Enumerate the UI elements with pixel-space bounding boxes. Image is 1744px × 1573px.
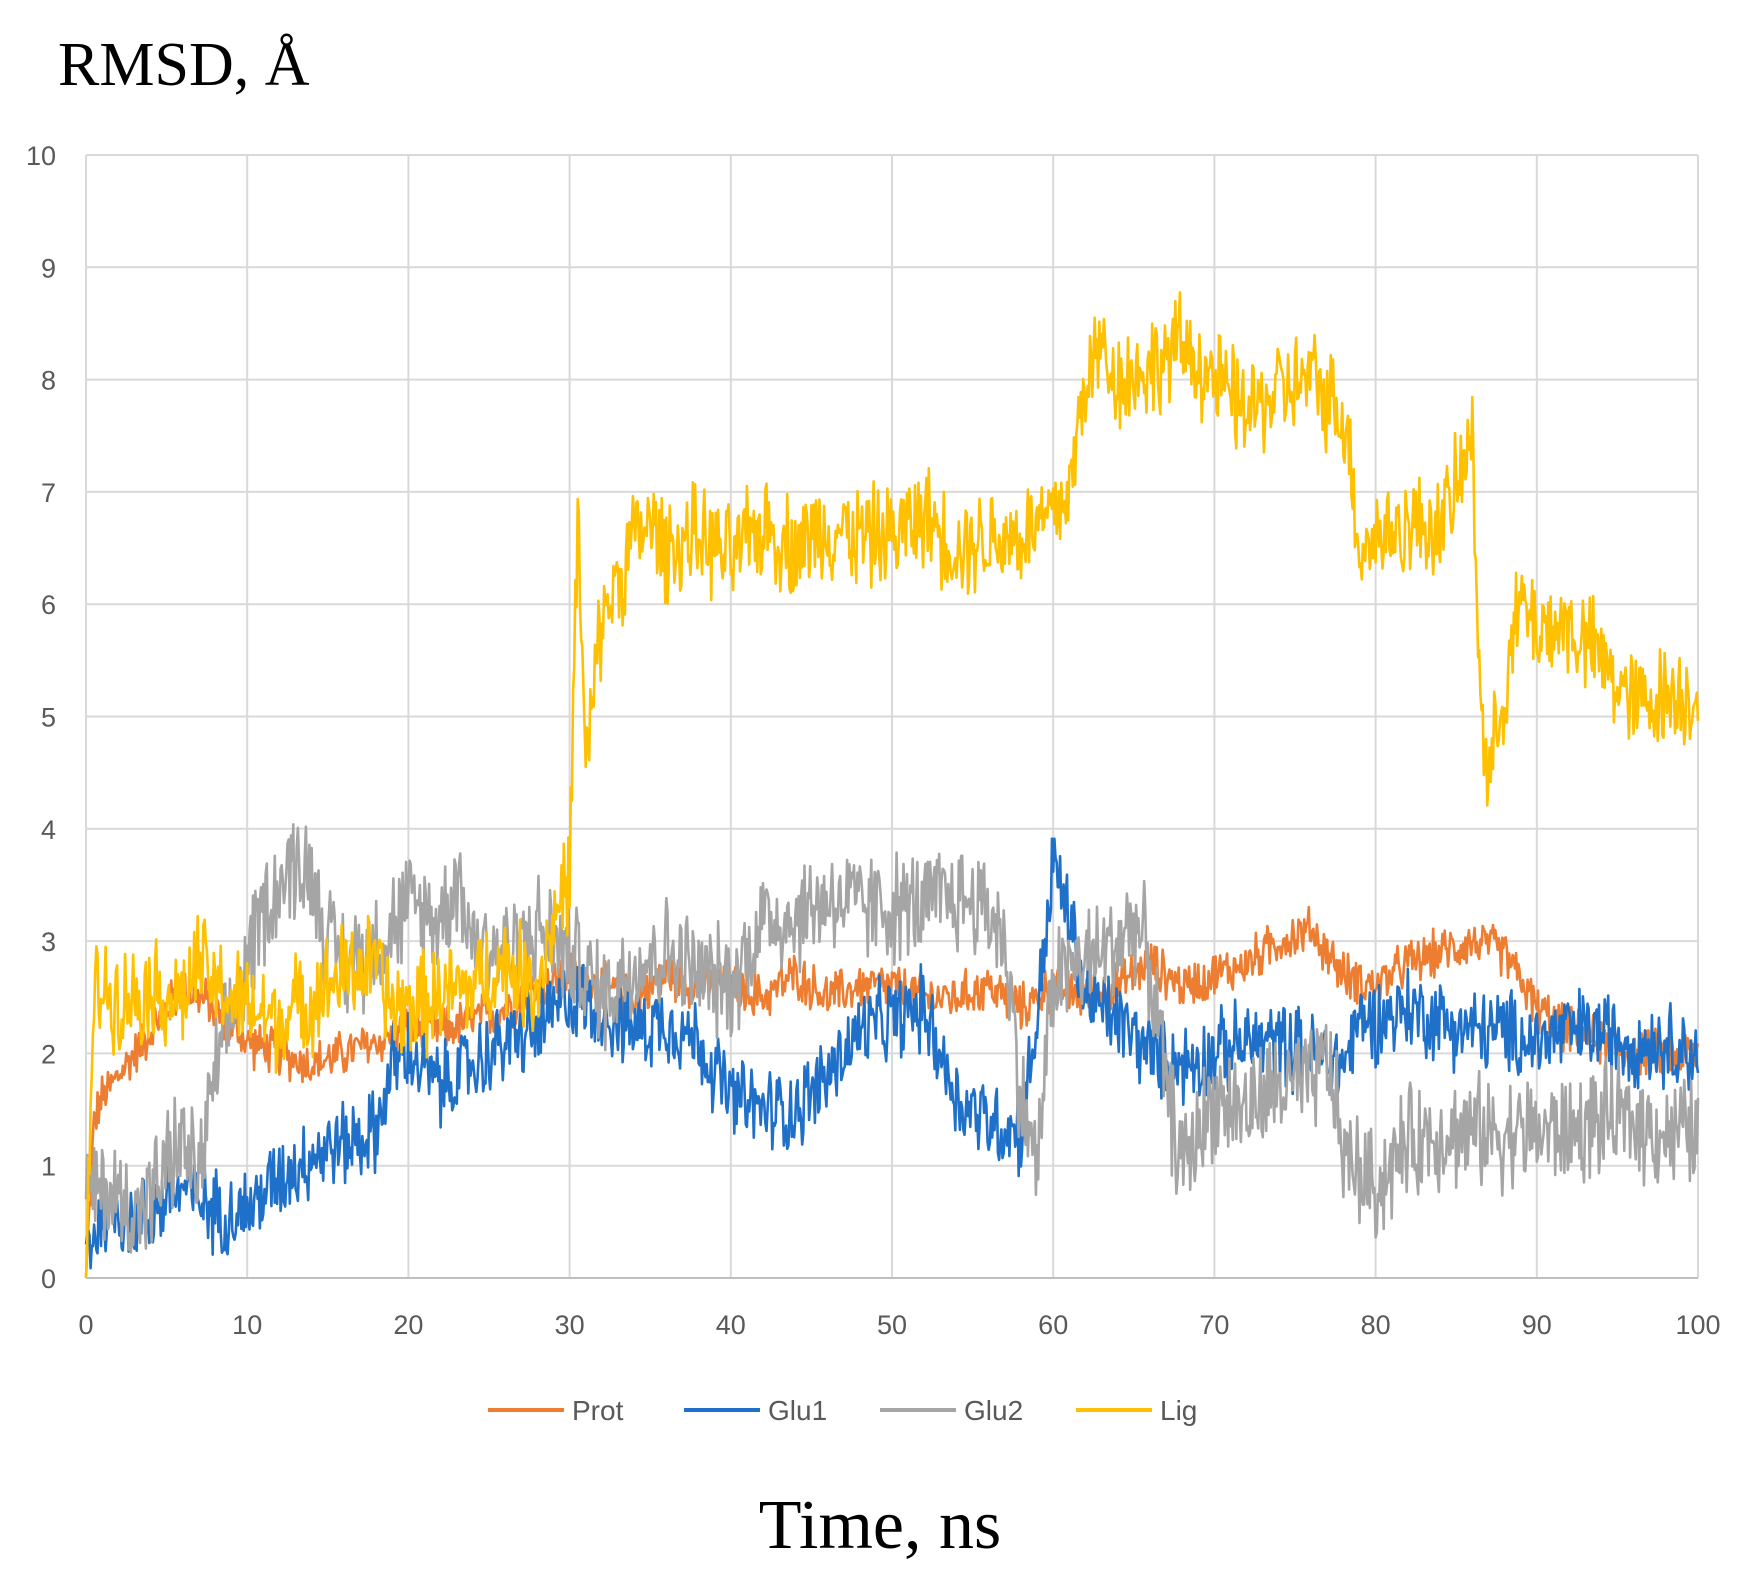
series-line-prot: [84, 905, 1700, 1279]
legend: Prot Glu1 Glu2 Lig: [488, 1395, 1197, 1426]
x-tick-label: 80: [1361, 1310, 1391, 1340]
y-tick-label: 7: [41, 478, 56, 508]
grid-lines: [85, 154, 1699, 1279]
x-tick-label: 70: [1199, 1310, 1229, 1340]
y-tick-label: 6: [41, 590, 56, 620]
x-tick-label: 20: [393, 1310, 423, 1340]
y-tick-label: 4: [41, 815, 56, 845]
x-tick-label: 90: [1522, 1310, 1552, 1340]
x-tick-label: 30: [555, 1310, 585, 1340]
series-line-glu1: [84, 837, 1700, 1270]
y-tick-label: 5: [41, 703, 56, 733]
y-tick-label: 10: [26, 141, 56, 171]
legend-label-glu1: Glu1: [768, 1395, 827, 1426]
x-tick-label: 10: [232, 1310, 262, 1340]
series-lines: [84, 291, 1700, 1279]
legend-label-glu2: Glu2: [964, 1395, 1023, 1426]
x-tick-label: 60: [1038, 1310, 1068, 1340]
x-axis-label: Time, ns: [759, 1487, 1002, 1564]
y-tick-label: 8: [41, 366, 56, 396]
legend-label-prot: Prot: [572, 1395, 624, 1426]
series-line-lig: [84, 291, 1700, 1279]
y-tick-label: 2: [41, 1039, 56, 1069]
y-tick-label: 1: [41, 1152, 56, 1182]
x-tick-label: 0: [78, 1310, 93, 1340]
x-tick-label: 50: [877, 1310, 907, 1340]
series-line-glu2: [84, 822, 1700, 1254]
y-tick-label: 0: [41, 1264, 56, 1294]
y-tick-label: 3: [41, 927, 56, 957]
x-tick-label: 100: [1675, 1310, 1720, 1340]
y-axis-label: RMSD, Å: [58, 31, 310, 99]
x-tick-label: 40: [716, 1310, 746, 1340]
y-tick-label: 9: [41, 253, 56, 283]
legend-label-lig: Lig: [1160, 1395, 1197, 1426]
